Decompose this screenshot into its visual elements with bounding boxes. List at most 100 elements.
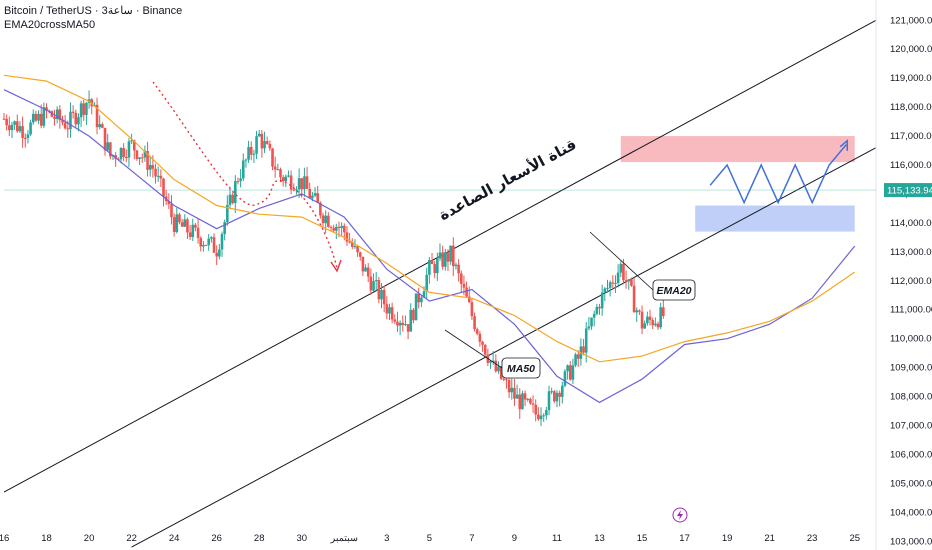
candle-body — [364, 267, 367, 272]
current-price-badge — [884, 183, 932, 198]
candle-body — [366, 267, 370, 277]
candle-body — [311, 195, 314, 199]
candle-body — [55, 109, 59, 120]
candle-body — [223, 221, 226, 234]
candle-body — [66, 128, 70, 130]
candle-body — [39, 113, 43, 126]
candle-body — [571, 365, 575, 380]
candle-body — [154, 168, 157, 177]
candle-body — [95, 104, 99, 128]
candle-body — [635, 310, 639, 313]
candle-body — [151, 165, 155, 169]
candle-body — [606, 287, 609, 289]
candle-body — [202, 244, 205, 247]
candle-body — [619, 263, 623, 273]
price-tick-label: 109,000.00 — [890, 363, 932, 374]
candle-body — [515, 394, 519, 399]
time-tick-label: سبتمبر — [330, 533, 358, 544]
candle-body — [79, 103, 83, 118]
downtrend-path — [152, 81, 338, 269]
candle-body — [401, 322, 405, 326]
candle-body — [436, 258, 439, 274]
candle-body — [467, 296, 471, 303]
candle-body — [308, 188, 312, 199]
candle-body — [239, 178, 242, 182]
candle-body — [85, 102, 88, 115]
candle-body — [587, 326, 591, 329]
price-tick-label: 114,000.00 — [890, 218, 932, 229]
candle-body — [489, 360, 492, 363]
candle-body — [529, 398, 532, 404]
candle-body — [10, 124, 14, 131]
ma50-line — [3, 74, 856, 363]
price-axis[interactable]: 103,000.00 104,000.00 105,000.00 106,000.00… — [875, 0, 932, 550]
candle-body — [69, 111, 72, 130]
price-tick-label: 117,000.00 — [890, 131, 932, 142]
candle-body — [74, 112, 78, 125]
lightning-icon-glyph — [677, 510, 683, 520]
candle-body — [499, 366, 503, 379]
candle-body — [132, 140, 136, 151]
time-axis[interactable]: 16 18 20 22 24 26 28 30 سبتمبر 3 5 7 9 11 13 15 17 19 21 23… — [0, 533, 860, 544]
candle-body — [651, 320, 654, 326]
candle-body — [566, 365, 569, 372]
candle-body — [483, 344, 487, 355]
price-tick-label: 107,000.00 — [890, 421, 932, 432]
candle-body — [451, 245, 455, 267]
candle-body — [611, 282, 615, 284]
candle-body — [103, 127, 107, 151]
candle-body — [563, 371, 567, 386]
candle-body — [140, 157, 144, 159]
candle-body — [18, 126, 22, 132]
time-tick-label: 17 — [679, 533, 690, 544]
candle-body — [284, 176, 288, 182]
candle-body — [531, 403, 535, 405]
candle-body — [295, 189, 298, 191]
indicator-label: EMA20crossMA50 — [4, 19, 96, 31]
candle-body — [640, 311, 644, 329]
candle-body — [138, 157, 141, 159]
candle-body — [2, 118, 6, 120]
candle-body — [319, 202, 322, 216]
candle-body — [369, 276, 373, 291]
candle-body — [462, 283, 466, 288]
candle-body — [518, 394, 522, 410]
candle-body — [582, 346, 585, 353]
candle-body — [542, 415, 545, 417]
time-tick-label: 28 — [254, 533, 265, 544]
candle-body — [77, 117, 80, 125]
price-tick-label: 120,000.00 — [890, 44, 932, 55]
candle-body — [61, 120, 64, 123]
candle-body — [409, 309, 413, 332]
candle-body — [122, 148, 125, 158]
candle-body — [180, 222, 184, 227]
candle-body — [497, 366, 500, 372]
ma50-callout-label: MA50 — [507, 363, 535, 375]
candle-body — [406, 324, 410, 332]
candle-body — [390, 307, 394, 320]
candle-body — [204, 244, 208, 246]
candle-body — [215, 252, 218, 257]
candle-body — [303, 176, 306, 190]
candle-body — [244, 159, 248, 161]
price-tick-label: 104,000.00 — [890, 507, 932, 518]
candle-body — [630, 279, 633, 286]
candle-body — [218, 249, 221, 257]
candle-body — [340, 225, 343, 229]
candle-body — [385, 304, 389, 314]
projection-zigzag — [709, 144, 847, 205]
candle-body — [98, 124, 102, 128]
candle-body — [539, 415, 543, 420]
price-tick-label: 118,000.00 — [890, 102, 932, 113]
candle-body — [63, 122, 67, 129]
price-tick-label: 106,000.00 — [890, 449, 932, 460]
candle-body — [662, 307, 665, 317]
candle-body — [271, 148, 274, 167]
channel-layer — [3, 19, 877, 548]
candle-body — [212, 237, 216, 253]
candle-body — [15, 121, 19, 132]
time-tick-label: 18 — [41, 533, 52, 544]
candle-body — [26, 134, 30, 138]
candle-body — [553, 391, 556, 402]
